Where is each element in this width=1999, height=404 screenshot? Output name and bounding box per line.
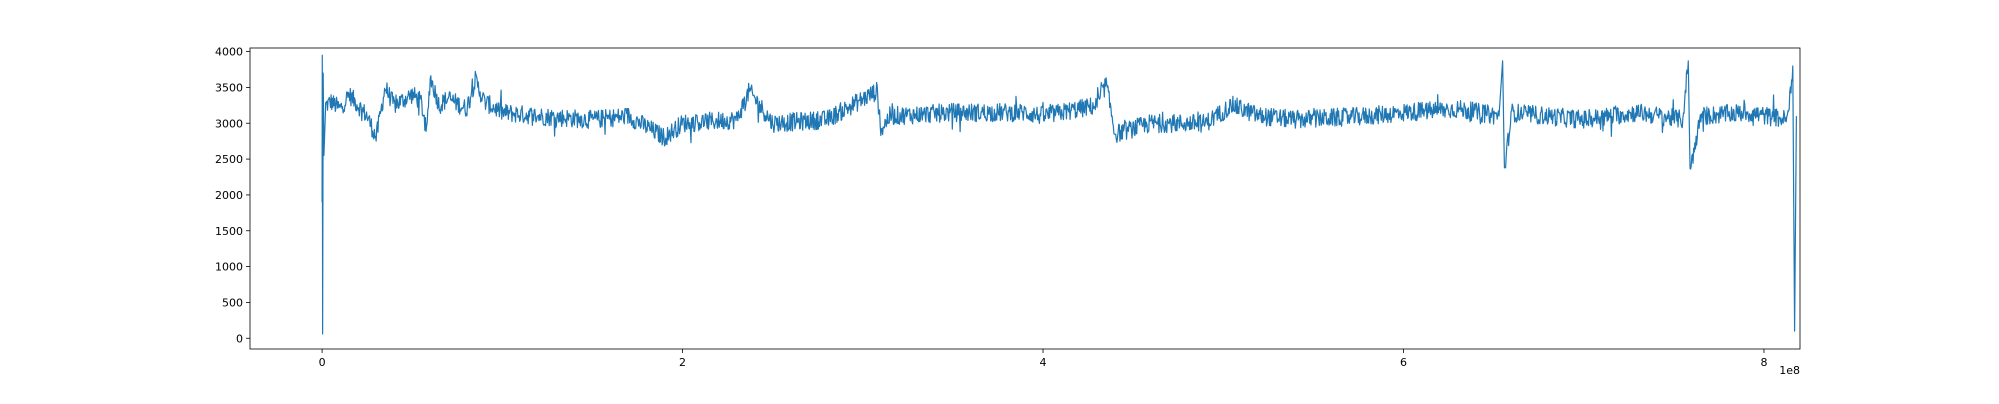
y-axis: 0 500 1000 1500 2000 2500 3000 3500 4000 xyxy=(215,46,250,345)
y-tick-label: 1000 xyxy=(215,261,243,274)
x-axis: 0 2 4 6 8 xyxy=(319,349,1767,369)
x-tick-label: 8 xyxy=(1760,356,1767,369)
x-axis-offset-label: 1e8 xyxy=(1779,364,1800,377)
y-tick-label: 3500 xyxy=(215,81,243,94)
plot-area xyxy=(250,48,1800,349)
y-tick-label: 3000 xyxy=(215,117,243,130)
x-tick-label: 2 xyxy=(679,356,686,369)
y-tick-label: 0 xyxy=(236,332,243,345)
x-tick-label: 4 xyxy=(1040,356,1047,369)
y-tick-label: 1500 xyxy=(215,225,243,238)
plot-frame xyxy=(249,47,1801,350)
x-tick-label: 6 xyxy=(1400,356,1407,369)
y-tick-label: 2000 xyxy=(215,189,243,202)
series-layer xyxy=(321,54,1798,335)
y-tick-label: 4000 xyxy=(215,46,243,59)
series-line xyxy=(321,54,1798,335)
y-tick-label: 500 xyxy=(222,296,243,309)
y-tick-label: 2500 xyxy=(215,153,243,166)
x-tick-label: 0 xyxy=(319,356,326,369)
